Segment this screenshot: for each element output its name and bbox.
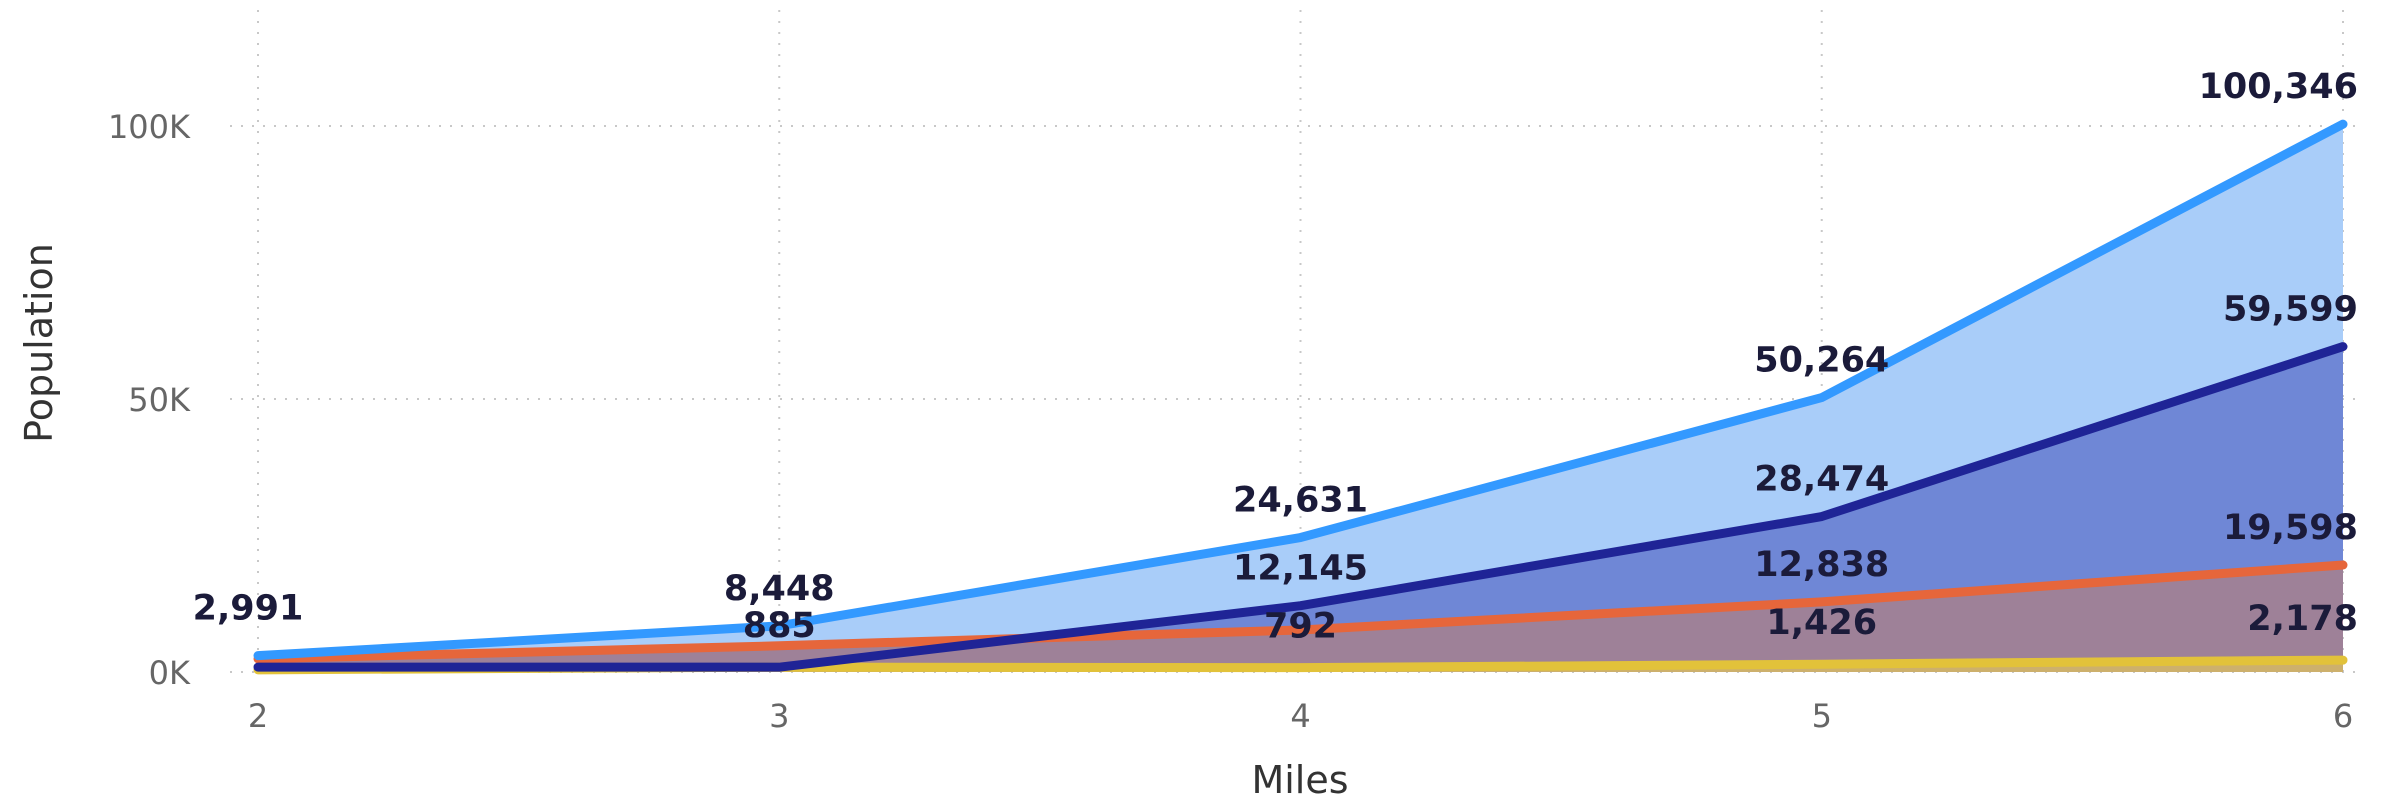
series-line-1 xyxy=(253,119,2348,661)
y-tick-label: 50K xyxy=(128,381,191,419)
series-line-3 xyxy=(253,560,2348,664)
series-line-2 xyxy=(253,342,2348,672)
x-axis-title: Miles xyxy=(1251,758,1348,802)
data-label: 100,346 xyxy=(2199,67,2358,107)
y-tick-label: 100K xyxy=(108,108,191,146)
data-label: 24,631 xyxy=(1233,481,1368,521)
x-tick-label: 2 xyxy=(248,697,268,735)
data-label: 1,426 xyxy=(1766,603,1877,643)
y-axis-title: Population xyxy=(17,243,61,443)
x-tick-label: 4 xyxy=(1290,697,1310,735)
data-label: 19,598 xyxy=(2223,508,2358,548)
x-tick-label: 5 xyxy=(1812,697,1832,735)
data-label: 59,599 xyxy=(2223,290,2358,330)
data-label: 12,838 xyxy=(1754,545,1889,585)
y-tick-label: 0K xyxy=(149,654,191,692)
series-area-2 xyxy=(258,346,2343,672)
data-label: 8,448 xyxy=(724,569,835,609)
data-label: 12,145 xyxy=(1233,549,1368,589)
data-label: 2,178 xyxy=(2247,599,2358,639)
data-label: 28,474 xyxy=(1754,460,1889,500)
x-tick-label: 3 xyxy=(769,697,789,735)
data-label: 885 xyxy=(743,606,816,646)
series-area-3 xyxy=(258,564,2343,672)
x-tick-label: 6 xyxy=(2333,697,2353,735)
data-label: 2,991 xyxy=(193,589,304,629)
data-label: 792 xyxy=(1264,607,1337,647)
axis-ticks: 0K 50K 100K 2 3 4 5 6 xyxy=(108,108,2353,735)
data-label: 50,264 xyxy=(1754,341,1889,381)
series-lines xyxy=(253,119,2348,675)
data-labels: 2,991 8,448 24,631 50,264 100,346 12,145 28,47… xyxy=(193,67,2358,647)
